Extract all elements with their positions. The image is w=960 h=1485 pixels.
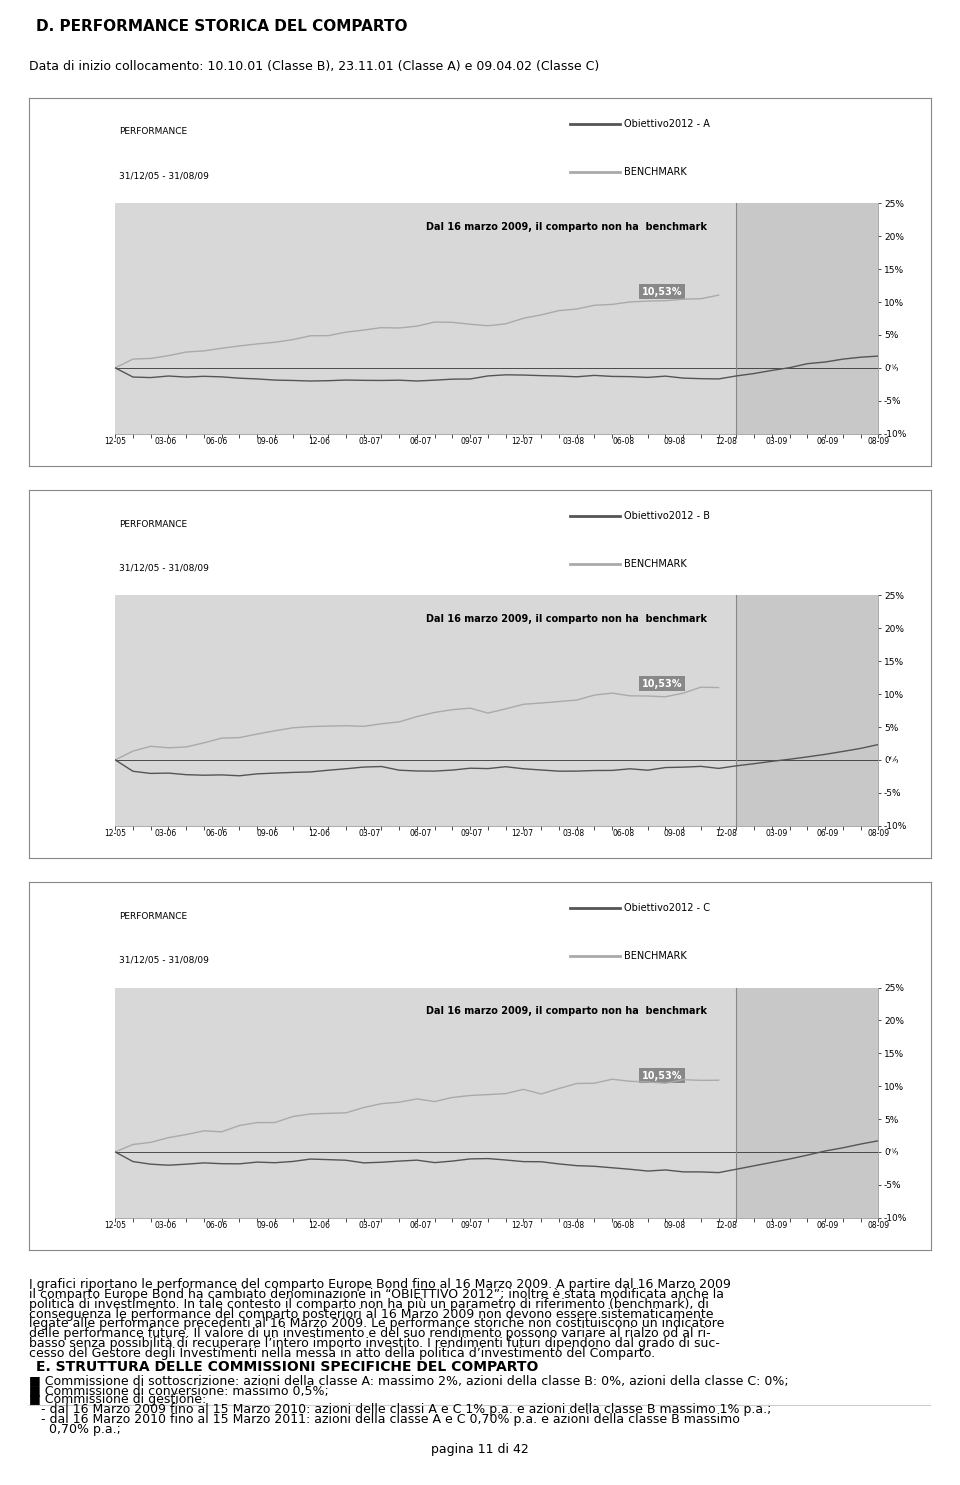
Text: Obiettivo2012 - B: Obiettivo2012 - B <box>624 511 710 521</box>
Text: 31/12/05 - 31/08/09: 31/12/05 - 31/08/09 <box>119 564 209 573</box>
Text: BENCHMARK: BENCHMARK <box>624 558 687 569</box>
Text: 06-09: 06-09 <box>816 829 839 838</box>
Text: Dal 16 marzo 2009, il comparto non ha  benchmark: Dal 16 marzo 2009, il comparto non ha be… <box>426 221 707 232</box>
Text: 03-06: 03-06 <box>155 1221 178 1230</box>
Bar <box>736 203 878 434</box>
Bar <box>736 595 878 826</box>
Text: ■ Commissione di conversione: massimo 0,5%;: ■ Commissione di conversione: massimo 0,… <box>29 1384 328 1396</box>
Text: 03-06: 03-06 <box>155 437 178 446</box>
Text: I grafici riportano le performance del comparto Europe Bond fino al 16 Marzo 200: I grafici riportano le performance del c… <box>29 1279 731 1292</box>
Text: ■ Commissione di gestione:: ■ Commissione di gestione: <box>29 1393 206 1406</box>
Text: 06-09: 06-09 <box>816 1221 839 1230</box>
Text: 03-07: 03-07 <box>358 437 381 446</box>
Text: Data di inizio collocamento: 10.10.01 (Classe B), 23.11.01 (Classe A) e 09.04.02: Data di inizio collocamento: 10.10.01 (C… <box>29 61 599 73</box>
Text: 09-08: 09-08 <box>663 437 686 446</box>
Text: 12-07: 12-07 <box>512 829 533 838</box>
Text: 06-08: 06-08 <box>612 1221 636 1230</box>
Text: 12-06: 12-06 <box>308 1221 329 1230</box>
Text: 08-09: 08-09 <box>867 1221 890 1230</box>
Text: 0,70% p.a.;: 0,70% p.a.; <box>29 1423 121 1436</box>
Text: 06-06: 06-06 <box>205 829 228 838</box>
Text: 08-09: 08-09 <box>867 829 890 838</box>
Text: legate alle performance precedenti al 16 Marzo 2009. Le performance storiche non: legate alle performance precedenti al 16… <box>29 1317 724 1331</box>
Text: - dal 16 Marzo 2009 fino al 15 Marzo 2010: azioni delle classi A e C 1% p.a. e a: - dal 16 Marzo 2009 fino al 15 Marzo 201… <box>29 1403 771 1417</box>
Text: 09-06: 09-06 <box>256 437 279 446</box>
Text: 06-07: 06-07 <box>409 829 432 838</box>
Text: PERFORMANCE: PERFORMANCE <box>119 128 187 137</box>
Text: 10,53%: 10,53% <box>641 287 683 297</box>
Text: cesso del Gestore degli Investimenti nella messa in atto della politica d’invest: cesso del Gestore degli Investimenti nel… <box>29 1347 655 1360</box>
Text: 12-07: 12-07 <box>512 1221 533 1230</box>
Text: 03-08: 03-08 <box>562 437 585 446</box>
Text: Obiettivo2012 - A: Obiettivo2012 - A <box>624 119 710 129</box>
Text: politica di investimento. In tale contesto il comparto non ha più un parametro d: politica di investimento. In tale contes… <box>29 1298 708 1311</box>
Text: 2,34%: 2,34% <box>887 754 922 765</box>
Text: Obiettivo2012 - C: Obiettivo2012 - C <box>624 903 710 913</box>
Text: 03-08: 03-08 <box>562 829 585 838</box>
Text: 06-08: 06-08 <box>612 437 636 446</box>
Text: 31/12/05 - 31/08/09: 31/12/05 - 31/08/09 <box>119 956 209 965</box>
Text: 09-07: 09-07 <box>460 437 483 446</box>
Text: 06-08: 06-08 <box>612 829 636 838</box>
Text: 09-06: 09-06 <box>256 1221 279 1230</box>
Text: 09-08: 09-08 <box>663 829 686 838</box>
Text: E. STRUTTURA DELLE COMMISSIONI SPECIFICHE DEL COMPARTO: E. STRUTTURA DELLE COMMISSIONI SPECIFICH… <box>36 1359 539 1374</box>
Text: - dal 16 Marzo 2010 fino al 15 Marzo 2011: azioni della classe A e C 0,70% p.a. : - dal 16 Marzo 2010 fino al 15 Marzo 201… <box>29 1412 739 1426</box>
Text: 1,79%: 1,79% <box>887 362 922 373</box>
Text: 10,53%: 10,53% <box>641 679 683 689</box>
Text: BENCHMARK: BENCHMARK <box>624 950 687 961</box>
Text: pagina 11 di 42: pagina 11 di 42 <box>431 1443 529 1455</box>
Text: 12-05: 12-05 <box>105 437 126 446</box>
Text: 03-09: 03-09 <box>765 437 788 446</box>
Text: 03-06: 03-06 <box>155 829 178 838</box>
Text: 09-07: 09-07 <box>460 829 483 838</box>
Text: 1,70%: 1,70% <box>887 1146 922 1157</box>
Text: 03-07: 03-07 <box>358 1221 381 1230</box>
Text: 12-05: 12-05 <box>105 829 126 838</box>
Text: 06-06: 06-06 <box>205 1221 228 1230</box>
Text: 12-07: 12-07 <box>512 437 533 446</box>
Text: il comparto Europe Bond ha cambiato denominazione in “OBIETTIVO 2012”; inoltre è: il comparto Europe Bond ha cambiato deno… <box>29 1287 724 1301</box>
Text: 03-09: 03-09 <box>765 1221 788 1230</box>
Text: 12-05: 12-05 <box>105 1221 126 1230</box>
Text: 12-06: 12-06 <box>308 829 329 838</box>
Text: delle performance future. Il valore di un investimento e del suo rendimento poss: delle performance future. Il valore di u… <box>29 1328 710 1341</box>
Text: D. PERFORMANCE STORICA DEL COMPARTO: D. PERFORMANCE STORICA DEL COMPARTO <box>36 19 407 34</box>
Text: basso senza possibilità di recuperare l’intero importo investito. I rendimenti f: basso senza possibilità di recuperare l’… <box>29 1336 720 1350</box>
Text: 03-08: 03-08 <box>562 1221 585 1230</box>
Bar <box>736 988 878 1218</box>
Text: conseguenza le performance del comparto posteriori al 16 Marzo 2009 non devono e: conseguenza le performance del comparto … <box>29 1308 713 1320</box>
Text: 10,53%: 10,53% <box>641 1071 683 1081</box>
Text: 08-09: 08-09 <box>867 437 890 446</box>
Text: BENCHMARK: BENCHMARK <box>624 166 687 177</box>
Text: Dal 16 marzo 2009, il comparto non ha  benchmark: Dal 16 marzo 2009, il comparto non ha be… <box>426 613 707 624</box>
Text: 12-08: 12-08 <box>715 1221 736 1230</box>
Text: PERFORMANCE: PERFORMANCE <box>119 520 187 529</box>
Text: PERFORMANCE: PERFORMANCE <box>119 912 187 921</box>
Text: Dal 16 marzo 2009, il comparto non ha  benchmark: Dal 16 marzo 2009, il comparto non ha be… <box>426 1005 707 1016</box>
Text: 09-08: 09-08 <box>663 1221 686 1230</box>
Text: 09-06: 09-06 <box>256 829 279 838</box>
Text: 31/12/05 - 31/08/09: 31/12/05 - 31/08/09 <box>119 172 209 181</box>
Text: 03-09: 03-09 <box>765 829 788 838</box>
Text: 06-06: 06-06 <box>205 437 228 446</box>
Text: 06-07: 06-07 <box>409 437 432 446</box>
Text: 03-07: 03-07 <box>358 829 381 838</box>
Text: 12-08: 12-08 <box>715 829 736 838</box>
Text: 12-06: 12-06 <box>308 437 329 446</box>
Text: 09-07: 09-07 <box>460 1221 483 1230</box>
Text: 12-08: 12-08 <box>715 437 736 446</box>
Text: ■ Commissione di sottoscrizione: azioni della classe A: massimo 2%, azioni della: ■ Commissione di sottoscrizione: azioni … <box>29 1374 788 1387</box>
Text: 06-07: 06-07 <box>409 1221 432 1230</box>
Text: 06-09: 06-09 <box>816 437 839 446</box>
